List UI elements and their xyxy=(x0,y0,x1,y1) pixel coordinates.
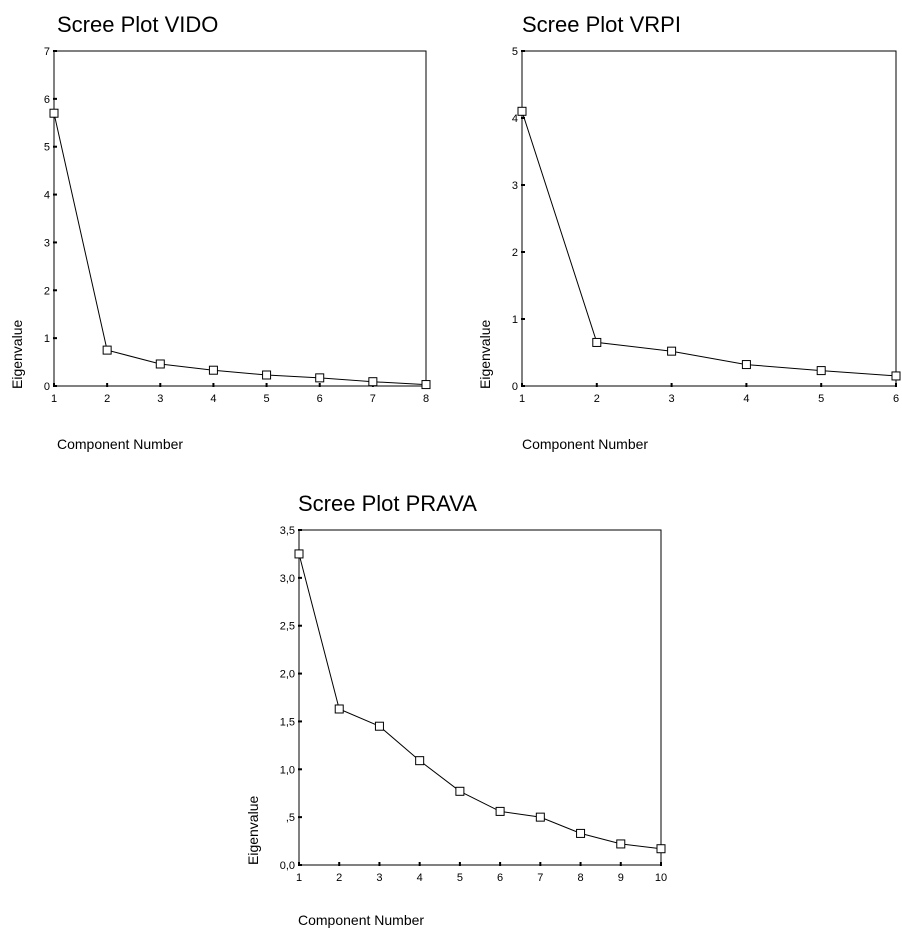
data-point xyxy=(576,828,586,838)
y-axis-label: Eigenvalue xyxy=(245,796,261,865)
x-tick-label: 5 xyxy=(818,393,824,405)
y-tick-label: 5 xyxy=(44,142,50,154)
y-tick-label: 0 xyxy=(512,381,518,393)
x-tick-label: 5 xyxy=(457,872,463,884)
x-tick-label: 1 xyxy=(296,872,302,884)
y-tick-label: 1 xyxy=(512,314,518,326)
data-point xyxy=(616,839,626,849)
data-point xyxy=(891,371,901,381)
x-tick-label: 6 xyxy=(317,393,323,405)
x-tick-label: 3 xyxy=(157,393,163,405)
data-point xyxy=(741,360,751,370)
plot-marks: 0,0 ,5 1,0 1,5 2,0 2,5 3,0 3,5 1 2 3 4 5 6 7 8 9 10 xyxy=(280,525,667,884)
y-tick-label: 2,0 xyxy=(280,669,295,681)
x-tick-label: 5 xyxy=(264,393,270,405)
data-point xyxy=(208,365,218,375)
y-tick-label: 1 xyxy=(44,333,50,345)
x-tick-label: 1 xyxy=(519,393,525,405)
x-tick-label: 1 xyxy=(51,393,57,405)
x-tick-label: 4 xyxy=(210,393,216,405)
data-point xyxy=(294,549,304,559)
chart-title: Scree Plot VRPI xyxy=(522,12,681,37)
x-axis-label: Component Number xyxy=(298,912,424,928)
x-tick-label: 6 xyxy=(893,393,899,405)
plot-frame xyxy=(521,50,897,387)
x-tick-label: 3 xyxy=(376,872,382,884)
x-tick-label: 10 xyxy=(655,872,667,884)
eigenvalue-line xyxy=(298,553,662,850)
chart-title: Scree Plot PRAVA xyxy=(298,491,477,516)
eigenvalue-line xyxy=(521,111,897,377)
y-tick-label: 0 xyxy=(44,381,50,393)
x-tick-label: 4 xyxy=(417,872,423,884)
chart-title: Scree Plot VIDO xyxy=(57,12,218,37)
x-axis-label: Component Number xyxy=(57,436,183,452)
data-point xyxy=(455,786,465,796)
y-tick-label: 0,0 xyxy=(280,860,295,872)
y-tick-label: 3 xyxy=(44,237,50,249)
y-tick-label: 7 xyxy=(44,46,50,58)
x-tick-label: 8 xyxy=(423,393,429,405)
x-tick-label: 3 xyxy=(669,393,675,405)
data-point xyxy=(155,359,165,369)
data-point xyxy=(262,370,272,380)
data-point xyxy=(495,806,505,816)
data-point xyxy=(421,380,431,390)
data-point xyxy=(102,345,112,355)
y-tick-label: 4 xyxy=(44,190,50,202)
x-tick-label: 7 xyxy=(370,393,376,405)
data-point xyxy=(517,106,527,116)
data-point xyxy=(374,721,384,731)
x-tick-label: 2 xyxy=(336,872,342,884)
y-tick-label: 6 xyxy=(44,94,50,106)
scree-plot-prava: Scree Plot PRAVA Eigenvalue Component Nu… xyxy=(245,491,667,928)
y-tick-label: 2 xyxy=(44,285,50,297)
y-tick-label: 3 xyxy=(512,180,518,192)
scree-plot-vido: Scree Plot VIDO Eigenvalue Component Num… xyxy=(9,12,431,452)
scree-plot-vrpi: Scree Plot VRPI Eigenvalue Component Num… xyxy=(477,12,901,452)
data-point xyxy=(667,346,677,356)
plot-frame xyxy=(298,529,662,866)
data-point xyxy=(368,377,378,387)
data-point xyxy=(592,337,602,347)
y-axis-label: Eigenvalue xyxy=(477,320,493,389)
data-point xyxy=(315,373,325,383)
data-point xyxy=(535,812,545,822)
x-tick-label: 6 xyxy=(497,872,503,884)
x-tick-label: 4 xyxy=(743,393,749,405)
x-tick-label: 7 xyxy=(537,872,543,884)
y-tick-label: 1,0 xyxy=(280,764,295,776)
y-tick-label: 2 xyxy=(512,247,518,259)
eigenvalue-line xyxy=(53,113,427,386)
y-tick-label: ,5 xyxy=(286,812,295,824)
data-point xyxy=(656,844,666,854)
data-point xyxy=(816,366,826,376)
y-tick-label: 4 xyxy=(512,113,518,125)
x-tick-label: 9 xyxy=(618,872,624,884)
x-tick-label: 2 xyxy=(104,393,110,405)
y-tick-label: 1,5 xyxy=(280,716,295,728)
data-point xyxy=(415,756,425,766)
data-point xyxy=(334,704,344,714)
y-tick-label: 5 xyxy=(512,46,518,58)
y-tick-label: 3,5 xyxy=(280,525,295,537)
data-point xyxy=(49,108,59,118)
x-tick-label: 2 xyxy=(594,393,600,405)
y-axis-label: Eigenvalue xyxy=(9,320,25,389)
plot-frame xyxy=(53,50,427,387)
x-axis-label: Component Number xyxy=(522,436,648,452)
y-tick-label: 3,0 xyxy=(280,573,295,585)
y-tick-label: 2,5 xyxy=(280,621,295,633)
x-tick-label: 8 xyxy=(577,872,583,884)
